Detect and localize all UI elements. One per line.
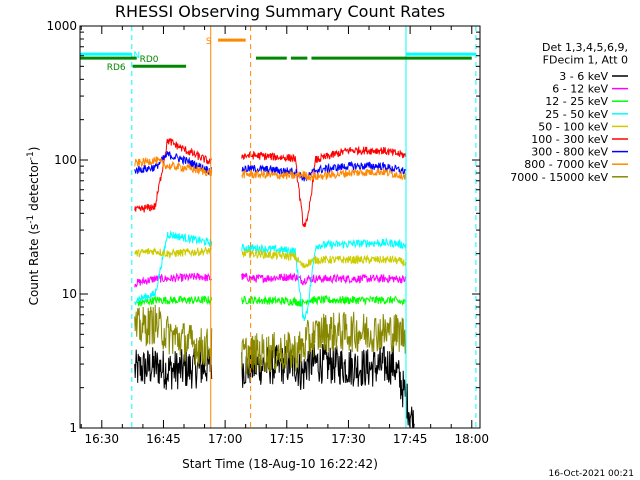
legend-entry-4: 25 - 50 keV bbox=[545, 108, 608, 121]
legend-header-2: FDecim 1, Att 0 bbox=[543, 54, 628, 67]
legend-entry-3: 12 - 25 keV bbox=[545, 95, 608, 108]
x-tick-label-1: 16:30 bbox=[84, 432, 119, 446]
x-tick-label-3: 17:00 bbox=[208, 432, 243, 446]
y-tick-label-3: 100 bbox=[54, 153, 77, 167]
y-tick-label-2: 10 bbox=[62, 287, 77, 301]
series-trace-8 bbox=[134, 156, 407, 182]
series-trace-7 bbox=[134, 151, 407, 182]
plot-area: N S RD0 RD6 16:30 16:45 17:00 17:15 17:30 17:45 18… bbox=[46, 19, 489, 446]
marker-rd6-label: RD6 bbox=[107, 63, 126, 73]
series-trace-4 bbox=[134, 230, 407, 322]
series-trace-9 bbox=[134, 304, 407, 374]
legend: Det 1,3,4,5,6,9,FDecim 1, Att 0 3 - 6 keV… bbox=[510, 41, 628, 184]
chart-title: RHESSI Observing Summary Count Rates bbox=[115, 2, 445, 21]
legend-entry-5: 50 - 100 keV bbox=[538, 120, 608, 133]
x-tick-label-7: 18:00 bbox=[454, 432, 489, 446]
legend-entry-8: 800 - 7000 keV bbox=[524, 158, 608, 171]
series-trace-5 bbox=[134, 246, 407, 269]
x-axis-label: Start Time (18-Aug-10 16:22:42) bbox=[182, 457, 378, 471]
series-trace-3 bbox=[134, 294, 407, 308]
legend-entry-2: 6 - 12 keV bbox=[552, 83, 608, 96]
y-tick-label-4: 1000 bbox=[46, 19, 77, 33]
plot-frame bbox=[79, 25, 481, 429]
legend-entry-1: 3 - 6 keV bbox=[559, 70, 608, 83]
marker-n-label: N bbox=[133, 51, 140, 61]
x-tick-label-4: 17:15 bbox=[269, 432, 304, 446]
series-trace-6 bbox=[134, 137, 407, 228]
legend-entry-6: 100 - 300 keV bbox=[531, 133, 608, 146]
date-stamp: 16-Oct-2021 00:21 bbox=[549, 469, 634, 479]
y-tick-label-1: 1 bbox=[69, 421, 77, 435]
x-tick-label-6: 17:45 bbox=[393, 432, 428, 446]
marker-s-label: S bbox=[206, 37, 212, 47]
series-trace-2 bbox=[134, 272, 407, 288]
legend-entry-7: 300 - 800 keV bbox=[531, 146, 608, 159]
marker-rd0-label: RD0 bbox=[140, 55, 159, 65]
legend-header-1: Det 1,3,4,5,6,9, bbox=[542, 41, 628, 54]
y-axis-label: Count Rate (s-1 detector-1) bbox=[26, 147, 41, 306]
x-tick-label-2: 16:45 bbox=[146, 432, 181, 446]
legend-entry-9: 7000 - 15000 keV bbox=[510, 171, 608, 184]
x-tick-label-5: 17:30 bbox=[331, 432, 366, 446]
